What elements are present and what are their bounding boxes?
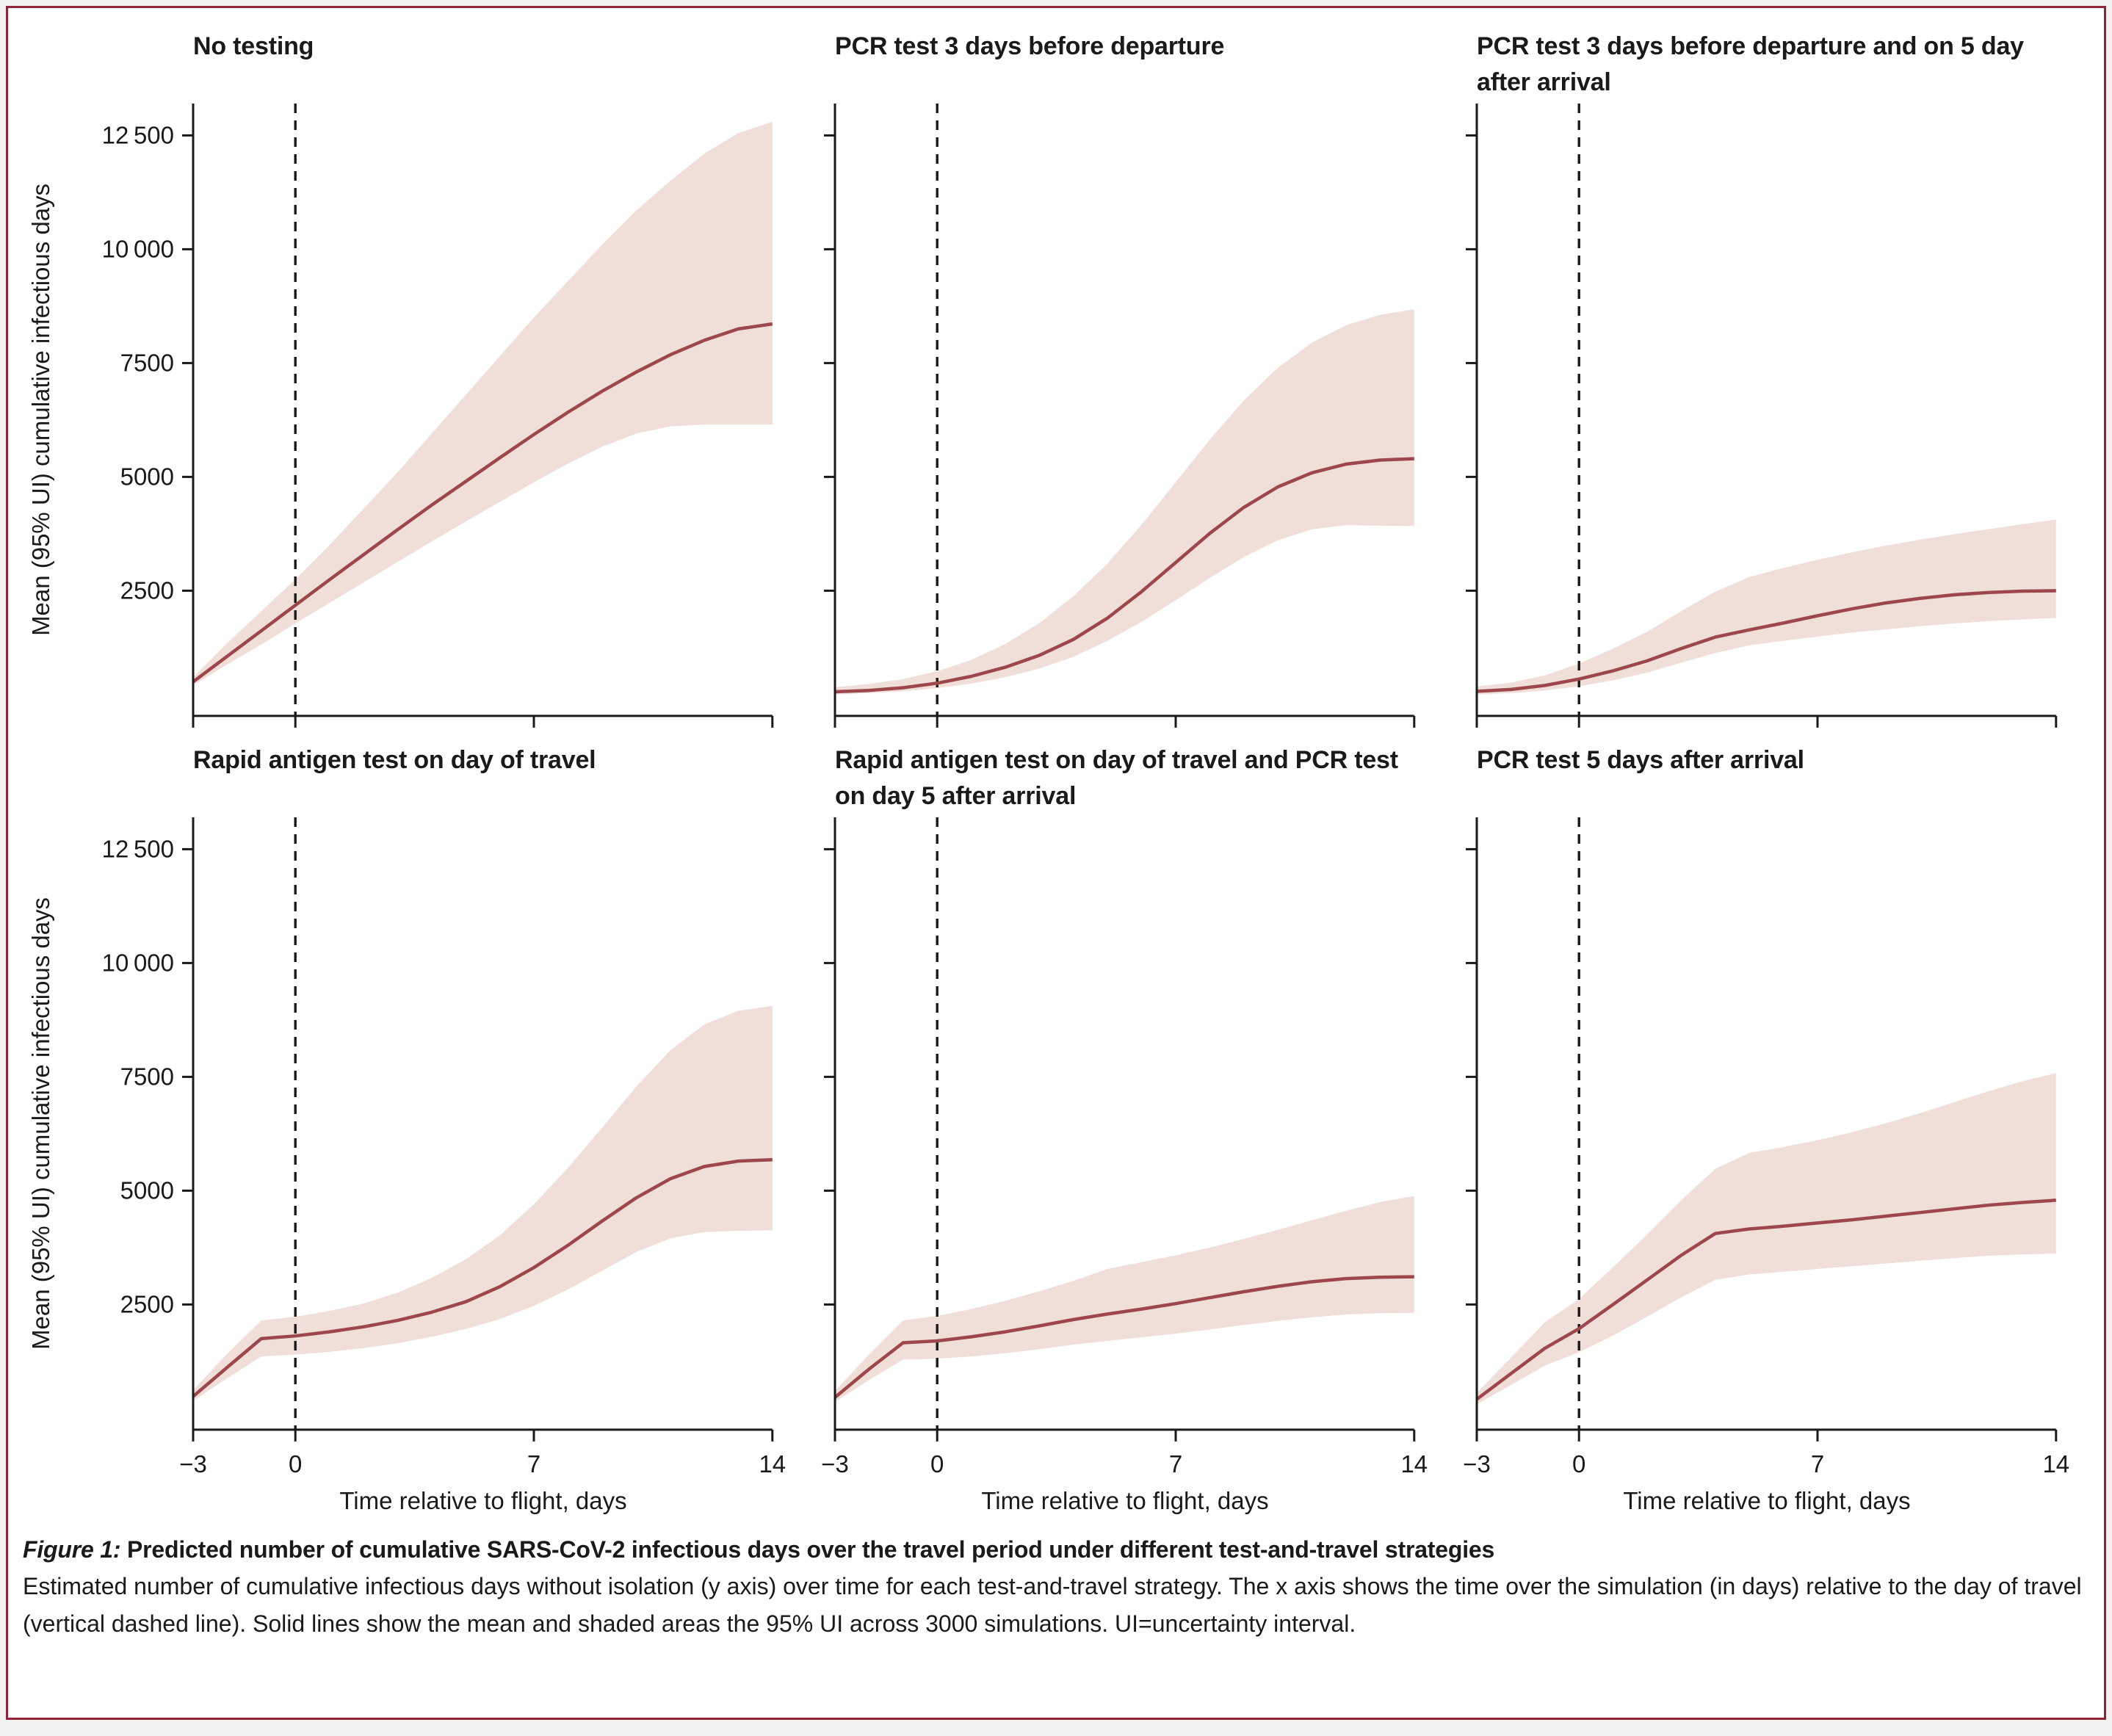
- caption-title-text: Predicted number of cumulative SARS-CoV-…: [120, 1536, 1495, 1563]
- panel-rapid-antigen-and-pcr-day-5: Rapid antigen test on day of travel and …: [821, 732, 1428, 1515]
- caption-figure-label: Figure 1:: [23, 1536, 121, 1563]
- panel-title: PCR test 5 days after arrival: [1477, 745, 1804, 774]
- x-tick-label: 14: [759, 1450, 786, 1478]
- panel-pcr-3-days-before-departure: PCR test 3 days before departure: [824, 18, 1427, 728]
- figure-caption: Figure 1: Predicted number of cumulative…: [17, 1531, 2095, 1643]
- mean-line: [1476, 589, 2056, 693]
- x-tick-label: −3: [821, 1450, 849, 1478]
- panel-rapid-antigen-day-of-travel: Rapid antigen test on day of travel 2500…: [17, 732, 786, 1515]
- mean-line: [834, 457, 1414, 694]
- y-tick-label: 10 000: [102, 949, 174, 976]
- uncertainty-band: [835, 1196, 1414, 1402]
- y-tick-label: 10 000: [102, 235, 174, 262]
- panel-title: PCR test 3 days before departure and on …: [1477, 32, 2024, 97]
- mean-line: [192, 322, 773, 684]
- y-tick-label: 2500: [120, 576, 174, 604]
- x-tick-label: 7: [1811, 1450, 1824, 1478]
- x-tick-label: 0: [289, 1450, 302, 1478]
- chart-rapid-antigen-day-of-travel: 2500 5000 7500 10 000 12 500 −3 0 7 14 Mean (95% …: [27, 817, 786, 1478]
- chart-rapid-antigen-and-pcr-day-5: −3 0 7 14: [821, 817, 1428, 1478]
- uncertainty-band: [835, 309, 1414, 695]
- y-tick-label: 12 500: [102, 835, 174, 862]
- panel-pcr-3-before-and-day-5-after: PCR test 3 days before departure and on …: [1466, 18, 2069, 728]
- uncertainty-band: [193, 121, 773, 686]
- x-axis-title: Time relative to flight, days: [981, 1486, 1269, 1514]
- mean-line: [833, 1275, 1414, 1399]
- mean-line: [192, 1157, 773, 1398]
- x-tick-label: 7: [1169, 1450, 1182, 1478]
- x-tick-label: 14: [2042, 1450, 2069, 1478]
- panel-no-testing: No testing 2500 5000 7500 10 000 12 500 Mean …: [17, 18, 785, 728]
- chart-no-testing: 2500 5000 7500 10 000 12 500 Mean (95% UI) cu…: [27, 103, 774, 728]
- y-tick-label: 5000: [120, 463, 174, 490]
- caption-heading: Figure 1: Predicted number of cumulative…: [23, 1531, 2088, 1569]
- uncertainty-band: [193, 1005, 773, 1401]
- x-tick-label: −3: [1463, 1450, 1491, 1478]
- panel-title: Rapid antigen test on day of travel and …: [835, 745, 1398, 811]
- x-tick-label: 14: [1400, 1450, 1428, 1478]
- y-tick-label: 7500: [120, 1063, 174, 1090]
- y-tick-label: 7500: [120, 349, 174, 376]
- x-tick-label: 7: [527, 1450, 540, 1478]
- charts-grid: No testing 2500 5000 7500 10 000 12 500 Mean …: [17, 18, 2095, 1515]
- y-tick-label: 2500: [120, 1290, 174, 1317]
- x-tick-label: −3: [179, 1450, 207, 1478]
- chart-pcr-3-before-and-day-5-after: [1466, 103, 2058, 728]
- x-tick-label: 0: [1572, 1450, 1585, 1478]
- figure-1-box: No testing 2500 5000 7500 10 000 12 500 Mean …: [6, 6, 2106, 1720]
- y-axis-title: Mean (95% UI) cumulative infectious days: [27, 184, 54, 636]
- panel-pcr-5-days-after-arrival: PCR test 5 days after arrival −3 0 7 14 Tim…: [1463, 732, 2069, 1515]
- uncertainty-band: [1477, 1073, 2056, 1405]
- x-tick-label: 0: [930, 1450, 944, 1478]
- chart-pcr-3-days-before-departure: [824, 103, 1416, 728]
- mean-line: [1475, 1198, 2056, 1401]
- chart-pcr-5-days-after-arrival: −3 0 7 14: [1463, 817, 2069, 1478]
- x-axis-title: Time relative to flight, days: [339, 1486, 627, 1514]
- y-tick-label: 5000: [120, 1176, 174, 1204]
- panel-title: PCR test 3 days before departure: [835, 32, 1225, 60]
- x-axis-title: Time relative to flight, days: [1623, 1486, 1911, 1514]
- uncertainty-band: [1477, 519, 2056, 695]
- panel-title: Rapid antigen test on day of travel: [193, 745, 596, 774]
- panel-title: No testing: [193, 32, 314, 60]
- caption-body: Estimated number of cumulative infectiou…: [23, 1573, 2082, 1637]
- y-tick-label: 12 500: [102, 121, 174, 148]
- y-axis-title: Mean (95% UI) cumulative infectious days: [27, 897, 54, 1350]
